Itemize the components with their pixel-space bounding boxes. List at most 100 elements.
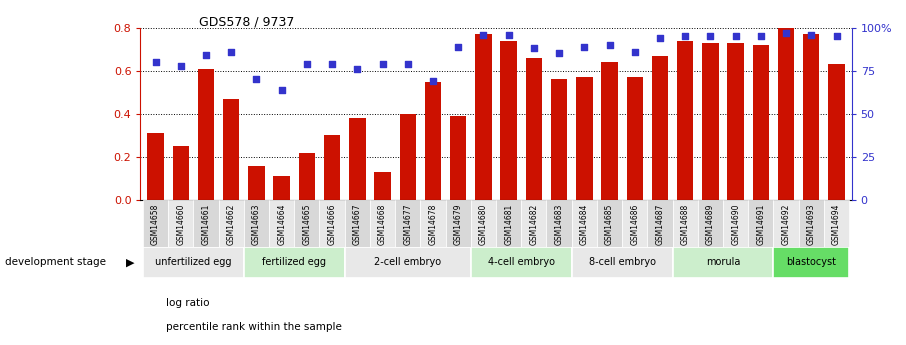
Bar [172,146,189,200]
Point [754,33,768,39]
Bar [799,200,824,247]
Point [526,46,541,51]
Point [728,33,743,39]
Text: GSM14688: GSM14688 [680,204,689,245]
Text: GSM14680: GSM14680 [479,204,488,245]
Bar [677,41,693,200]
Bar [602,62,618,200]
Point [804,32,818,37]
Bar [476,34,492,200]
Text: GSM14660: GSM14660 [177,204,186,245]
Text: GSM14690: GSM14690 [731,204,740,245]
Point [275,87,289,92]
Point [829,33,843,39]
Bar [324,136,341,200]
Point [198,52,213,58]
Text: GSM14666: GSM14666 [328,204,337,245]
Bar [672,200,698,247]
Bar [774,200,799,247]
Text: fertilized egg: fertilized egg [262,257,326,267]
Bar [778,28,795,200]
Bar [425,81,441,200]
Bar [651,56,668,200]
Point [628,49,642,55]
Point [400,61,415,67]
Bar [748,200,774,247]
Point [477,32,491,37]
Bar [672,247,774,278]
Bar [622,200,648,247]
Bar [525,58,542,200]
Bar [344,200,370,247]
Point [451,44,466,49]
Text: GSM14682: GSM14682 [529,204,538,245]
Text: log ratio: log ratio [166,298,209,308]
Bar [803,34,820,200]
Bar [471,247,572,278]
Text: morula: morula [706,257,740,267]
Bar [702,43,718,200]
Text: ▶: ▶ [126,257,134,267]
Text: blastocyst: blastocyst [786,257,836,267]
Bar [753,45,769,200]
Text: GSM14663: GSM14663 [252,204,261,245]
Point [249,77,264,82]
Bar [446,200,471,247]
Text: GSM14685: GSM14685 [605,204,614,245]
Bar [450,116,467,200]
Text: GSM14687: GSM14687 [655,204,664,245]
Text: GSM14662: GSM14662 [226,204,236,245]
Text: GSM14692: GSM14692 [782,204,791,245]
Text: GSM14664: GSM14664 [277,204,286,245]
Point [350,66,364,72]
Bar [774,247,849,278]
Bar [223,99,239,200]
Bar [218,200,244,247]
Bar [551,79,567,200]
Text: GDS578 / 9737: GDS578 / 9737 [199,16,294,29]
Bar [824,200,849,247]
Text: GSM14689: GSM14689 [706,204,715,245]
Point [652,35,667,41]
Text: unfertilized egg: unfertilized egg [155,257,232,267]
Text: GSM14681: GSM14681 [504,204,513,245]
Bar [320,200,344,247]
Bar [723,200,748,247]
Point [552,51,566,56]
Point [325,61,340,67]
Bar [576,77,593,200]
Bar [374,172,390,200]
Bar [395,200,420,247]
Bar [370,200,395,247]
Bar [143,247,244,278]
Bar [244,200,269,247]
Point [224,49,238,55]
Bar [248,166,265,200]
Text: GSM14658: GSM14658 [151,204,160,245]
Point [501,32,516,37]
Text: GSM14686: GSM14686 [631,204,640,245]
Point [577,44,592,49]
Bar [344,247,471,278]
Point [149,59,163,65]
Bar [420,200,446,247]
Bar [572,247,672,278]
Point [300,61,314,67]
Bar [400,114,416,200]
Text: 2-cell embryo: 2-cell embryo [374,257,441,267]
Text: GSM14679: GSM14679 [454,204,463,245]
Bar [148,133,164,200]
Bar [471,200,496,247]
Bar [198,69,214,200]
Text: GSM14693: GSM14693 [806,204,815,245]
Point [174,63,188,68]
Bar [496,200,521,247]
Text: GSM14661: GSM14661 [201,204,210,245]
Bar [193,200,218,247]
Bar [244,247,344,278]
Bar [500,41,516,200]
Bar [728,43,744,200]
Text: GSM14677: GSM14677 [403,204,412,245]
Bar [627,77,643,200]
Text: GSM14691: GSM14691 [757,204,766,245]
